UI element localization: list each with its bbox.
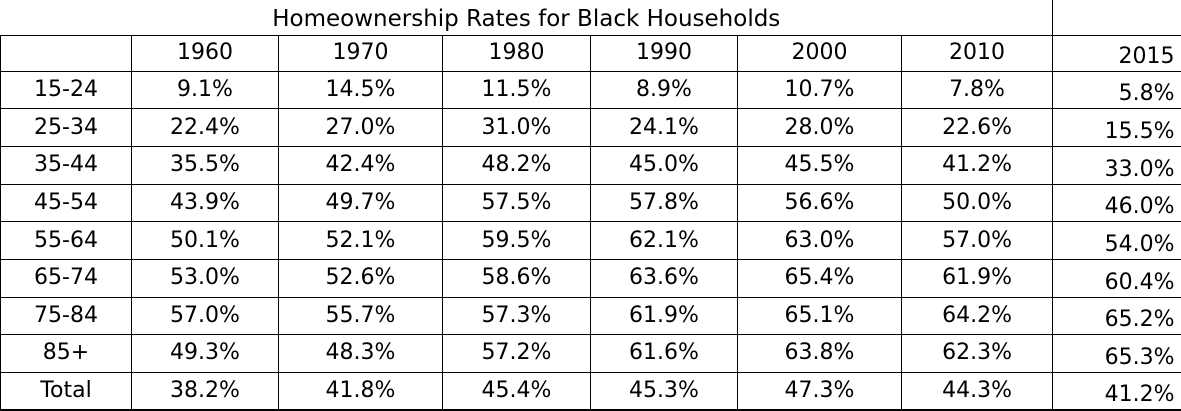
- table-cell: 49.3%: [131, 334, 279, 373]
- table-cell: 65.4%: [737, 258, 902, 298]
- table-cell: 45.0%: [590, 145, 738, 185]
- year-header-1960: 1960: [131, 35, 279, 72]
- table-row: Total 38.2% 41.8% 45.4% 45.3% 47.3% 44.3% 41.2%: [0, 371, 1181, 411]
- table-cell: 65.1%: [737, 296, 902, 336]
- table-cell: 41.2%: [900, 145, 1054, 185]
- table-row: 35-44 35.5% 42.4% 48.2% 45.0% 45.5% 41.2% 33.0%: [0, 145, 1181, 185]
- table-cell: 8.9%: [590, 70, 738, 110]
- table-cell: 63.0%: [737, 221, 902, 260]
- table-cell: 62.3%: [900, 334, 1054, 373]
- table-cell: 55.7%: [278, 296, 443, 336]
- table-cell: 59.5%: [442, 221, 591, 260]
- table-cell: 57.5%: [442, 183, 591, 223]
- year-header-1970: 1970: [278, 35, 443, 72]
- empty-title-cell: [1052, 0, 1181, 37]
- table-cell: 11.5%: [442, 70, 591, 110]
- row-label: 15-24: [0, 70, 132, 110]
- table-cell: 9.1%: [131, 70, 279, 110]
- table-cell: 56.6%: [737, 183, 902, 223]
- table-cell: 61.9%: [900, 258, 1054, 298]
- table-row: 85+ 49.3% 48.3% 57.2% 61.6% 63.8% 62.3% 65.3%: [0, 334, 1181, 373]
- year-header-2015: 2015: [1052, 35, 1181, 72]
- table-cell: 50.1%: [131, 221, 279, 260]
- table-cell: 28.0%: [737, 108, 902, 147]
- corner-header-cell: [0, 35, 132, 72]
- table-cell: 42.4%: [278, 145, 443, 185]
- row-label: 55-64: [0, 221, 132, 260]
- year-header-2000: 2000: [737, 35, 902, 72]
- table-cell: 48.3%: [278, 334, 443, 373]
- table-cell: 57.3%: [442, 296, 591, 336]
- table-cell: 63.8%: [737, 334, 902, 373]
- table-cell: 47.3%: [737, 371, 902, 411]
- row-label: 45-54: [0, 183, 132, 223]
- table-row: 15-24 9.1% 14.5% 11.5% 8.9% 10.7% 7.8% 5.8%: [0, 70, 1181, 110]
- table-cell: 41.2%: [1052, 371, 1181, 411]
- table-row: 75-84 57.0% 55.7% 57.3% 61.9% 65.1% 64.2% 65.2%: [0, 296, 1181, 336]
- table-cell: 48.2%: [442, 145, 591, 185]
- table-cell: 61.6%: [590, 334, 738, 373]
- title-row: Homeownership Rates for Black Households: [0, 0, 1181, 37]
- table-cell: 53.0%: [131, 258, 279, 298]
- table-cell: 22.6%: [900, 108, 1054, 147]
- year-header-2010: 2010: [900, 35, 1054, 72]
- table-cell: 41.8%: [278, 371, 443, 411]
- table-cell: 52.6%: [278, 258, 443, 298]
- table-cell: 7.8%: [900, 70, 1054, 110]
- table-cell: 60.4%: [1052, 258, 1181, 298]
- row-label: 75-84: [0, 296, 132, 336]
- table-cell: 45.5%: [737, 145, 902, 185]
- table-cell: 10.7%: [737, 70, 902, 110]
- table-cell: 44.3%: [900, 371, 1054, 411]
- table-cell: 45.3%: [590, 371, 738, 411]
- table-cell: 57.0%: [900, 221, 1054, 260]
- table-cell: 5.8%: [1052, 70, 1181, 110]
- table-cell: 65.2%: [1052, 296, 1181, 336]
- table-cell: 49.7%: [278, 183, 443, 223]
- table-cell: 35.5%: [131, 145, 279, 185]
- table-cell: 57.2%: [442, 334, 591, 373]
- table-cell: 50.0%: [900, 183, 1054, 223]
- table-cell: 24.1%: [590, 108, 738, 147]
- table-cell: 27.0%: [278, 108, 443, 147]
- table-cell: 33.0%: [1052, 145, 1181, 185]
- table-cell: 46.0%: [1052, 183, 1181, 223]
- row-label: 35-44: [0, 145, 132, 185]
- table-cell: 64.2%: [900, 296, 1054, 336]
- table-cell: 62.1%: [590, 221, 738, 260]
- table-row: 25-34 22.4% 27.0% 31.0% 24.1% 28.0% 22.6% 15.5%: [0, 108, 1181, 147]
- row-label: 65-74: [0, 258, 132, 298]
- row-label: 25-34: [0, 108, 132, 147]
- header-row: 1960 1970 1980 1990 2000 2010 2015: [0, 35, 1181, 72]
- table-row: 55-64 50.1% 52.1% 59.5% 62.1% 63.0% 57.0% 54.0%: [0, 221, 1181, 260]
- table-cell: 61.9%: [590, 296, 738, 336]
- table-cell: 43.9%: [131, 183, 279, 223]
- row-label: 85+: [0, 334, 132, 373]
- table-cell: 15.5%: [1052, 108, 1181, 147]
- year-header-1990: 1990: [590, 35, 738, 72]
- row-label: Total: [0, 371, 132, 411]
- table-cell: 54.0%: [1052, 221, 1181, 260]
- table-cell: 14.5%: [278, 70, 443, 110]
- table-title-text: Homeownership Rates for Black Households: [272, 6, 781, 33]
- year-header-1980: 1980: [442, 35, 591, 72]
- table-cell: 38.2%: [131, 371, 279, 411]
- table-cell: 45.4%: [442, 371, 591, 411]
- table-cell: 57.8%: [590, 183, 738, 223]
- table-cell: 31.0%: [442, 108, 591, 147]
- table-cell: 57.0%: [131, 296, 279, 336]
- table-title: Homeownership Rates for Black Households: [0, 0, 1054, 37]
- table-cell: 58.6%: [442, 258, 591, 298]
- table-cell: 52.1%: [278, 221, 443, 260]
- table-row: 45-54 43.9% 49.7% 57.5% 57.8% 56.6% 50.0% 46.0%: [0, 183, 1181, 223]
- table-cell: 65.3%: [1052, 334, 1181, 373]
- table-row: 65-74 53.0% 52.6% 58.6% 63.6% 65.4% 61.9% 60.4%: [0, 258, 1181, 298]
- table-cell: 63.6%: [590, 258, 738, 298]
- table-cell: 22.4%: [131, 108, 279, 147]
